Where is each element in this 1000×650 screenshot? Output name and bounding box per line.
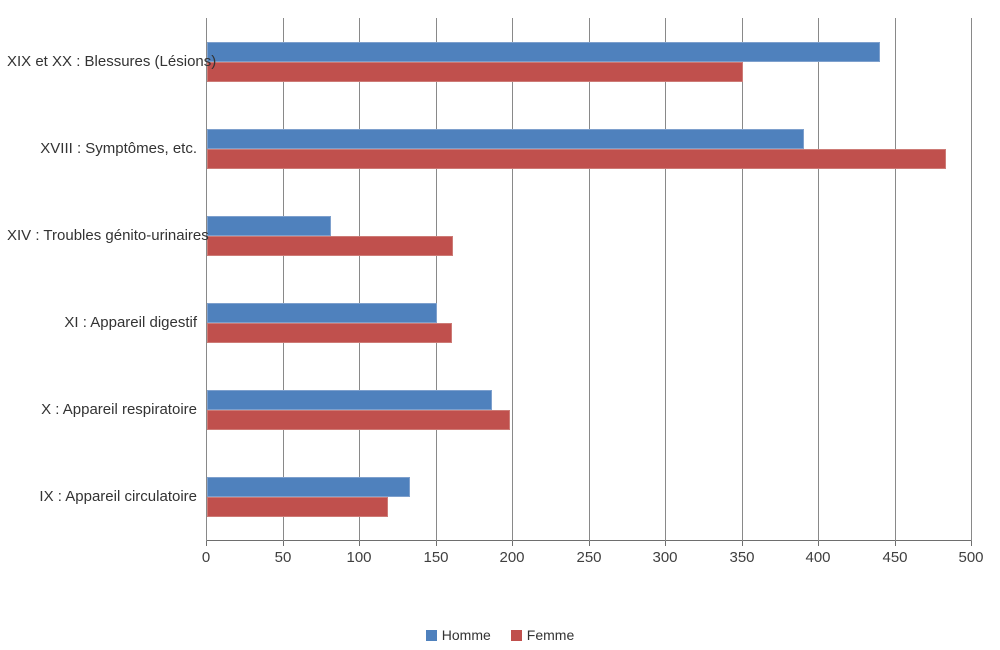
category-label-6: IX : Appareil circulatoire — [39, 488, 197, 506]
gridline-x-450 — [895, 18, 896, 541]
bar-homme-3 — [207, 215, 331, 236]
x-tick-label-150: 150 — [423, 549, 449, 566]
gridline-x-200 — [512, 18, 513, 541]
legend-label-homme: Homme — [441, 627, 491, 643]
gridline-x-0 — [206, 18, 207, 541]
gridline-x-50 — [283, 18, 284, 541]
category-label-5: X : Appareil respiratoire — [41, 401, 197, 419]
tick-mark — [283, 541, 284, 546]
bar-femme-5 — [207, 410, 510, 431]
tick-mark — [971, 541, 972, 546]
x-tick-label-300: 300 — [652, 549, 678, 566]
tick-mark — [206, 541, 207, 546]
x-tick-label-200: 200 — [499, 549, 525, 566]
plot-area — [206, 18, 972, 546]
category-label-2: XVIII : Symptômes, etc. — [40, 139, 197, 157]
x-tick-label-350: 350 — [729, 549, 755, 566]
bar-femme-4 — [207, 323, 452, 344]
gridline-x-150 — [436, 18, 437, 541]
x-tick-label-0: 0 — [201, 549, 211, 566]
tick-mark — [436, 541, 437, 546]
legend: Homme Femme — [0, 627, 1000, 643]
bar-homme-2 — [207, 128, 804, 149]
legend-item-femme: Femme — [510, 627, 575, 643]
legend-item-homme: Homme — [425, 627, 491, 643]
gridline-x-350 — [742, 18, 743, 541]
category-label-1: XIX et XX : Blessures (Lésions) — [7, 52, 217, 70]
bar-homme-1 — [207, 41, 880, 62]
tick-mark — [742, 541, 743, 546]
category-label-4: XI : Appareil digestif — [64, 314, 197, 332]
gridline-x-400 — [818, 18, 819, 541]
bar-homme-5 — [207, 390, 492, 411]
category-label-3: XIV : Troubles génito-urinaires — [7, 226, 209, 244]
x-tick-label-500: 500 — [958, 549, 984, 566]
gridline-x-250 — [589, 18, 590, 541]
x-tick-label-250: 250 — [576, 549, 602, 566]
bar-homme-6 — [207, 477, 410, 498]
tick-mark — [589, 541, 590, 546]
tick-mark — [895, 541, 896, 546]
legend-swatch-homme — [425, 629, 437, 641]
x-tick-label-400: 400 — [805, 549, 831, 566]
tick-mark — [818, 541, 819, 546]
tick-mark — [359, 541, 360, 546]
x-tick-label-50: 50 — [274, 549, 292, 566]
bar-femme-2 — [207, 148, 946, 169]
x-axis-line — [206, 540, 971, 541]
bar-femme-3 — [207, 235, 453, 256]
gridline-x-500 — [971, 18, 972, 541]
tick-mark — [512, 541, 513, 546]
legend-label-femme: Femme — [526, 627, 575, 643]
bar-femme-6 — [207, 497, 388, 518]
gridline-x-300 — [665, 18, 666, 541]
gridline-x-100 — [359, 18, 360, 541]
x-tick-label-100: 100 — [346, 549, 372, 566]
x-tick-label-450: 450 — [882, 549, 908, 566]
bar-femme-1 — [207, 61, 743, 82]
legend-swatch-femme — [510, 629, 522, 641]
tick-mark — [665, 541, 666, 546]
bar-homme-4 — [207, 303, 437, 324]
